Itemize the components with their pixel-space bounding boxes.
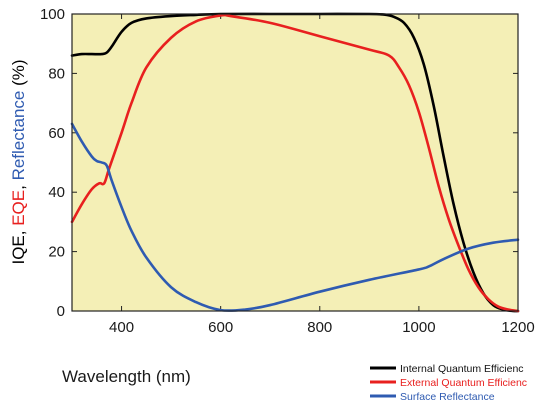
y-tick-label: 0 bbox=[57, 303, 65, 320]
x-tick-label: 800 bbox=[307, 319, 332, 336]
legend-item-reflectance-label: Surface Reflectance bbox=[400, 391, 495, 403]
x-axis-label: Wavelength (nm) bbox=[62, 367, 191, 386]
reflectance-line bbox=[70, 122, 520, 312]
y-ticks: 0 20 40 60 80 100 bbox=[40, 6, 518, 320]
y-axis-label-part: EQE bbox=[9, 190, 28, 226]
x-tick-label: 1000 bbox=[402, 319, 435, 336]
legend: Internal Quantum Efficienc External Quant… bbox=[370, 363, 527, 403]
y-tick-label: 100 bbox=[40, 6, 65, 23]
y-axis-label: IQE, EQE, Reflectance (%) bbox=[9, 59, 28, 264]
y-axis-label-part: , bbox=[9, 226, 28, 235]
legend-item-iqe-label: Internal Quantum Efficienc bbox=[400, 363, 524, 375]
y-tick-label: 60 bbox=[48, 125, 65, 142]
y-tick-label: 20 bbox=[48, 244, 65, 261]
x-tick-label: 1200 bbox=[501, 319, 534, 336]
x-ticks: 400 600 800 1000 1200 bbox=[109, 14, 535, 336]
y-tick-label: 80 bbox=[48, 65, 65, 82]
y-axis-label-part: , bbox=[9, 180, 28, 189]
y-axis-label-part: Reflectance bbox=[9, 91, 28, 181]
plot-background bbox=[71, 13, 519, 312]
y-tick-label: 40 bbox=[48, 184, 65, 201]
plot-frame bbox=[71, 13, 519, 312]
x-tick-label: 600 bbox=[208, 319, 233, 336]
y-axis-label-part: IQE bbox=[9, 235, 28, 264]
x-tick-label: 400 bbox=[109, 319, 134, 336]
legend-item-eqe-label: External Quantum Efficienc bbox=[400, 377, 527, 389]
y-axis-label-part: (%) bbox=[9, 59, 28, 90]
